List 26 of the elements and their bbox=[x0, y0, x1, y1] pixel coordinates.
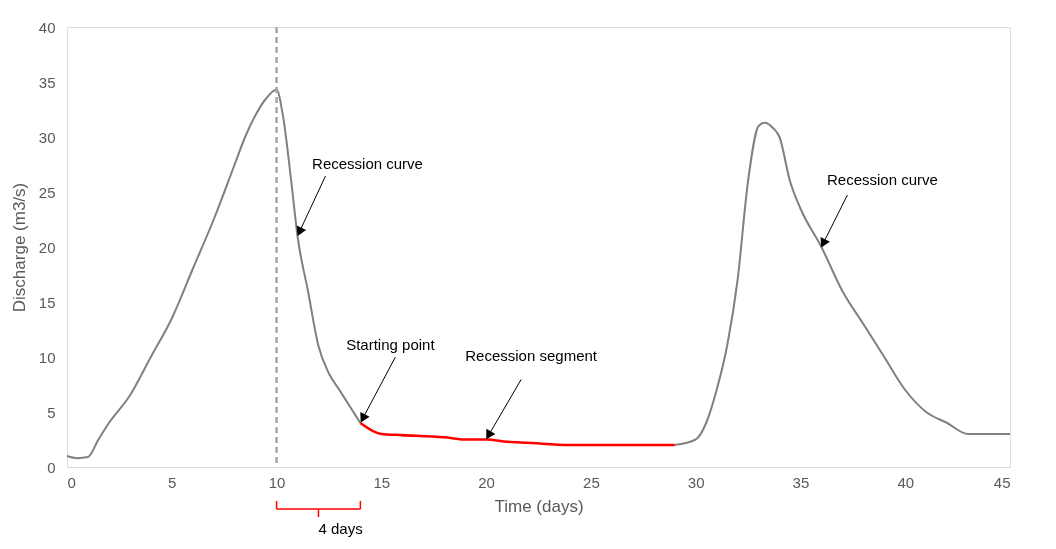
y-tick-label: 20 bbox=[38, 238, 56, 256]
x-tick-label: 25 bbox=[583, 473, 600, 491]
annotation: Recession curve bbox=[826, 171, 938, 188]
y-tick-label: 35 bbox=[38, 73, 56, 91]
annotation: Starting point bbox=[346, 336, 436, 353]
x-tick-label: 35 bbox=[792, 473, 810, 491]
annotation: Recession curve bbox=[312, 155, 423, 172]
y-tick-label: 40 bbox=[38, 18, 56, 36]
x-tick-label: 15 bbox=[373, 473, 391, 491]
text: 4 days bbox=[318, 520, 363, 537]
x-tick-label: 0 bbox=[67, 473, 76, 491]
x-tick-label: 30 bbox=[687, 473, 705, 491]
y-tick-label: 5 bbox=[47, 403, 56, 421]
y-axis-title: Discharge (m3/s) bbox=[9, 182, 29, 313]
x-axis-title: Time (days) bbox=[494, 496, 584, 516]
x-tick-label: 40 bbox=[897, 473, 915, 491]
y-tick-label: 0 bbox=[47, 458, 56, 476]
y-tick-label: 10 bbox=[38, 348, 56, 366]
y-tick-label: 30 bbox=[38, 128, 56, 146]
y-tick-label: 25 bbox=[38, 183, 56, 201]
x-tick-label: 5 bbox=[168, 473, 177, 491]
annotation: Recession segment bbox=[465, 346, 598, 364]
x-tick-label: 45 bbox=[993, 473, 1011, 491]
x-tick-label: 20 bbox=[478, 473, 495, 491]
y-tick-label: 15 bbox=[38, 293, 56, 311]
x-tick-label: 10 bbox=[268, 473, 286, 491]
